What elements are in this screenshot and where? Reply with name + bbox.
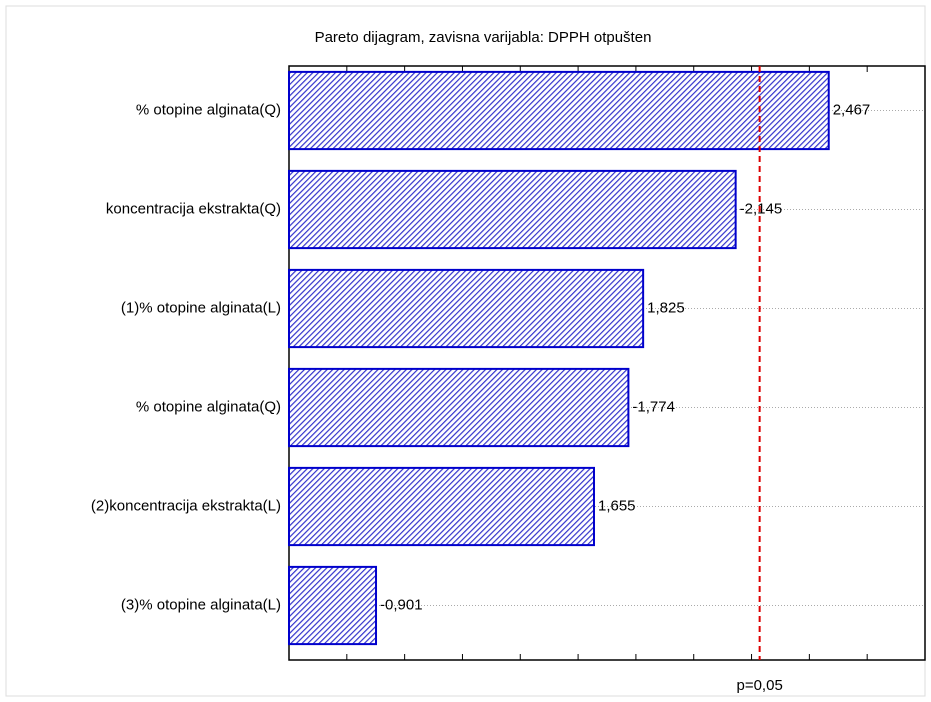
bar <box>288 565 378 646</box>
value-label: 2,467 <box>833 101 871 118</box>
reference-label: p=0,05 <box>736 677 782 694</box>
y-tick-label: (1)% otopine alginata(L) <box>121 299 281 316</box>
bar <box>288 367 630 448</box>
y-tick-label: (3)% otopine alginata(L) <box>121 596 281 613</box>
y-tick-label: koncentracija ekstrakta(Q) <box>106 200 281 217</box>
value-label: -2,145 <box>740 200 783 217</box>
bar <box>288 169 737 250</box>
value-label: -1,774 <box>632 398 675 415</box>
bar <box>288 466 595 547</box>
plot-area <box>288 65 926 661</box>
bar <box>288 268 645 349</box>
value-label: 1,655 <box>598 497 636 514</box>
y-tick-label: (2)koncentracija ekstrakta(L) <box>91 497 281 514</box>
value-label: -0,901 <box>380 596 423 613</box>
value-label: 1,825 <box>647 299 685 316</box>
y-tick-label: % otopine alginata(Q) <box>136 398 281 415</box>
chart-title: Pareto dijagram, zavisna varijabla: DPPH… <box>315 29 652 46</box>
y-tick-label: % otopine alginata(Q) <box>136 101 281 118</box>
bar <box>288 70 830 151</box>
